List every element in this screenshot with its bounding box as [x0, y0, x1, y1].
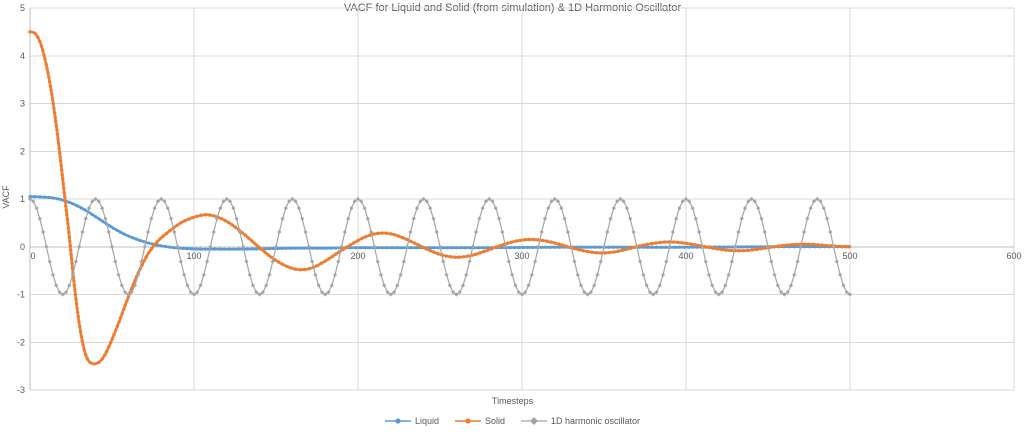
legend-item-solid[interactable]: Solid	[454, 416, 505, 426]
y-tick-label: -3	[17, 385, 25, 395]
oscillator-line-marker-icon	[521, 417, 547, 425]
legend-item-oscillator[interactable]: 1D harmonic oscillator	[521, 416, 640, 426]
y-tick-label: 2	[20, 146, 25, 156]
y-tick-label: 3	[20, 99, 25, 109]
x-tick-label: 400	[678, 251, 693, 261]
x-tick-label: 500	[842, 251, 857, 261]
tick-labels: 5 4 3 2 1 0 -1 -2 -3 0 100 200 300 400 500 600	[17, 3, 1022, 395]
y-tick-label: 0	[20, 242, 25, 252]
x-tick-label: 600	[1006, 251, 1021, 261]
y-tick-label: 4	[20, 51, 25, 61]
x-tick-label: 300	[514, 251, 529, 261]
legend-item-liquid[interactable]: Liquid	[384, 416, 439, 426]
y-tick-label: -2	[17, 337, 25, 347]
x-tick-label: 0	[30, 251, 35, 261]
y-tick-label: 5	[20, 3, 25, 13]
legend-label-solid: Solid	[484, 416, 505, 426]
x-tick-label: 100	[186, 251, 201, 261]
series-solid	[28, 30, 852, 366]
liquid-line-marker-icon	[384, 418, 411, 424]
series-oscillator	[27, 196, 853, 297]
solid-line-marker-icon	[454, 418, 481, 424]
legend: Liquid Solid 1D harmonic oscillator	[0, 416, 1025, 426]
circle-marker-icon	[465, 418, 471, 424]
diamond-marker-icon	[530, 417, 538, 425]
circle-marker-icon	[395, 418, 401, 424]
x-axis-title: Timesteps	[491, 396, 534, 406]
legend-label-oscillator: 1D harmonic oscillator	[551, 416, 641, 426]
legend-label-liquid: Liquid	[414, 416, 439, 426]
y-tick-label: 1	[20, 194, 25, 204]
x-tick-label: 200	[350, 251, 365, 261]
y-tick-label: -1	[17, 290, 25, 300]
gridlines	[29, 7, 1015, 391]
